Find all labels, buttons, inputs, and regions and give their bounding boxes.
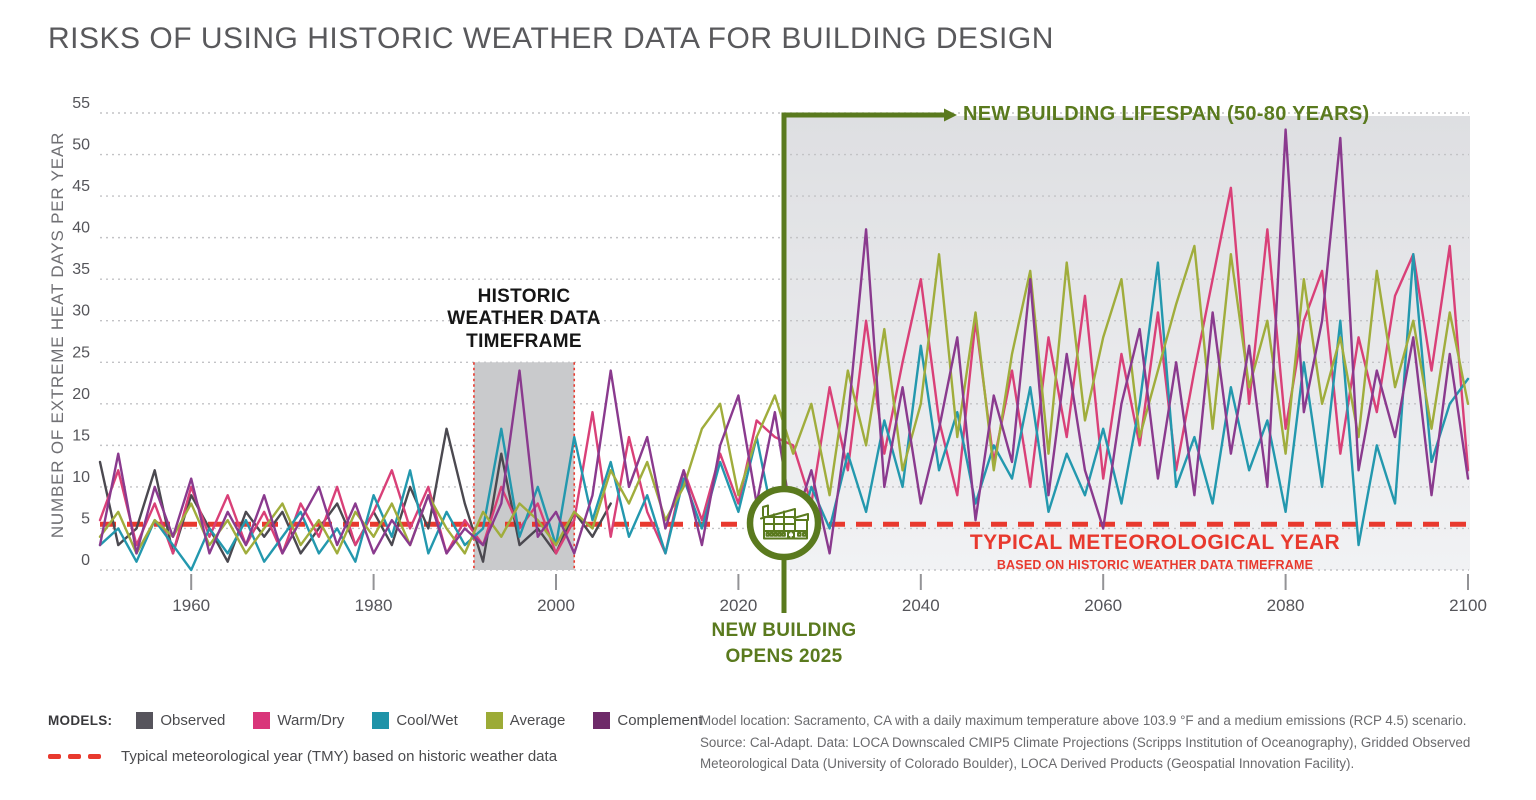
building-icon [760, 504, 809, 540]
models-legend-title: MODELS: [48, 713, 113, 728]
legend-label-cool-wet: Cool/Wet [396, 712, 458, 729]
historic-annotation-line1: HISTORIC [477, 286, 571, 307]
source-note: Model location: Sacramento, CA with a da… [700, 710, 1510, 775]
legend-swatch-warm-dry [253, 712, 271, 729]
svg-text:2060: 2060 [1084, 596, 1122, 615]
new-building-lifespan-arrow-line [781, 112, 946, 613]
opens-label-line1: NEW BUILDING [711, 620, 857, 641]
historic-annotation-line3: TIMEFRAME [466, 330, 582, 352]
svg-text:15: 15 [72, 427, 90, 444]
legend-item-average: Average [485, 712, 566, 729]
svg-text:1960: 1960 [172, 596, 210, 615]
svg-text:0: 0 [81, 552, 90, 569]
opens-label-line2: OPENS 2025 [725, 645, 843, 667]
source-note-line1: Model location: Sacramento, CA with a da… [700, 713, 1467, 728]
chart-annotation-layer [746, 108, 957, 613]
svg-text:35: 35 [72, 261, 90, 278]
y-axis-title: NUMBER OF EXTREME HEAT DAYS PER YEAR [48, 131, 67, 539]
typical-meteorological-year-annotation: TYPICAL METEOROLOGICAL YEAR BASED ON HIS… [950, 531, 1360, 572]
legend-item-warm-dry: Warm/Dry [253, 712, 344, 729]
legend-item-cool-wet: Cool/Wet [372, 712, 458, 729]
legend-label-observed: Observed [160, 712, 226, 729]
svg-text:10: 10 [72, 469, 90, 486]
tmy-dashed-line-icon [48, 754, 108, 759]
historic-timeframe-annotation: HISTORIC WEATHER DATA TIMEFRAME [414, 286, 634, 353]
svg-text:2000: 2000 [537, 596, 575, 615]
svg-text:50: 50 [72, 137, 90, 154]
svg-text:2020: 2020 [719, 596, 757, 615]
legend-swatch-average [485, 712, 503, 729]
tmy-sublabel: BASED ON HISTORIC WEATHER DATA TIMEFRAME [996, 558, 1314, 572]
models-legend-row: MODELS: Observed Warm/Dry Cool/Wet Avera… [48, 712, 702, 729]
svg-text:2080: 2080 [1267, 596, 1305, 615]
new-building-opens-label: NEW BUILDING OPENS 2025 [664, 618, 904, 669]
svg-text:1980: 1980 [355, 596, 393, 615]
new-building-lifespan-label: NEW BUILDING LIFESPAN (50-80 YEARS) [963, 103, 1370, 125]
tmy-label: TYPICAL METEOROLOGICAL YEAR [969, 531, 1341, 554]
legend-item-complement: Complement [593, 712, 702, 729]
legend-label-complement: Complement [617, 712, 703, 729]
chart-background-layer: 0 5 10 15 20 25 30 35 40 45 50 55 1960 1980 2000 2020 20… [72, 95, 1487, 615]
svg-text:45: 45 [72, 178, 90, 195]
svg-text:40: 40 [72, 220, 90, 237]
tmy-legend-label: Typical meteorological year (TMY) based … [121, 748, 558, 765]
legend-label-average: Average [509, 712, 566, 729]
source-note-line2: Source: Cal-Adapt. Data: LOCA Downscaled… [700, 734, 1471, 772]
page-title: RISKS OF USING HISTORIC WEATHER DATA FOR… [48, 22, 1054, 55]
arrowhead-icon [944, 108, 957, 122]
svg-text:20: 20 [72, 386, 90, 403]
svg-text:25: 25 [72, 344, 90, 361]
svg-text:2040: 2040 [902, 596, 940, 615]
svg-text:5: 5 [81, 510, 90, 527]
legend-swatch-observed [136, 712, 154, 729]
svg-text:55: 55 [72, 95, 90, 112]
legend: MODELS: Observed Warm/Dry Cool/Wet Avera… [48, 712, 702, 765]
svg-text:30: 30 [72, 303, 90, 320]
legend-swatch-complement [593, 712, 611, 729]
extreme-heat-days-chart: 0 5 10 15 20 25 30 35 40 45 50 55 1960 1980 2000 2020 20… [72, 95, 1487, 615]
tmy-legend-row: Typical meteorological year (TMY) based … [48, 748, 668, 765]
legend-label-warm-dry: Warm/Dry [277, 712, 345, 729]
legend-item-observed: Observed [136, 712, 225, 729]
svg-text:2100: 2100 [1449, 596, 1487, 615]
historic-annotation-line2: WEATHER DATA [447, 308, 601, 330]
legend-swatch-cool-wet [372, 712, 390, 729]
